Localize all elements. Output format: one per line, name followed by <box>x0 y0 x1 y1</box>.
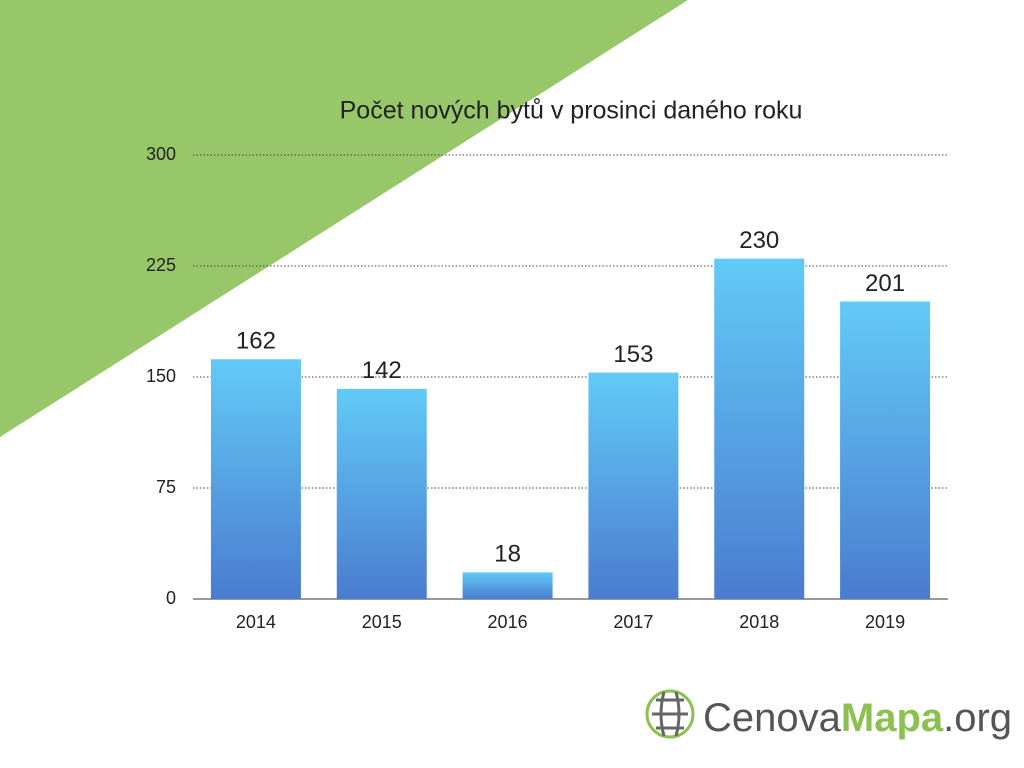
x-tick-label: 2019 <box>865 612 905 632</box>
green-triangle <box>0 0 688 437</box>
bar <box>840 301 931 599</box>
bar <box>714 258 805 599</box>
y-tick-label: 150 <box>146 366 176 386</box>
logo-part: .org <box>943 696 1012 740</box>
value-label: 162 <box>236 328 276 355</box>
bar <box>462 572 553 599</box>
chart-title: Počet nových bytů v prosinci daného roku <box>340 97 803 125</box>
y-tick-label: 0 <box>166 588 176 608</box>
x-tick-label: 2014 <box>236 612 276 632</box>
logo-icon <box>645 689 695 739</box>
value-label: 230 <box>739 227 779 254</box>
value-label: 153 <box>613 341 653 368</box>
logo-part: Cenova <box>703 696 842 740</box>
bar <box>210 359 301 599</box>
x-tick-label: 2015 <box>362 612 402 632</box>
y-tick-label: 75 <box>156 477 176 497</box>
x-tick-label: 2017 <box>613 612 653 632</box>
bar <box>588 372 679 599</box>
logo-text: CenovaMapa.org <box>703 696 1012 740</box>
y-tick-label: 225 <box>146 255 176 275</box>
value-label: 142 <box>362 357 402 384</box>
value-label: 18 <box>494 541 521 568</box>
bar <box>336 388 427 599</box>
y-tick-label: 300 <box>146 144 176 164</box>
logo-part: Mapa <box>841 696 944 740</box>
x-tick-label: 2018 <box>739 612 779 632</box>
value-label: 201 <box>865 270 905 297</box>
x-tick-label: 2016 <box>488 612 528 632</box>
